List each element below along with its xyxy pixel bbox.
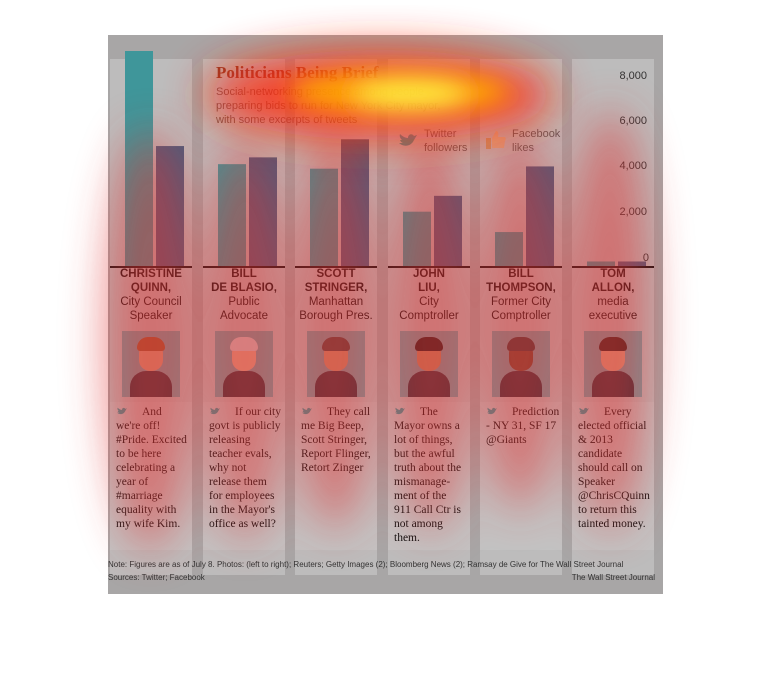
footer-sources: Sources: Twitter; Facebook	[108, 573, 205, 582]
politician-role: Manhattan Borough Pres.	[299, 296, 373, 322]
twitter-bar-1	[125, 51, 153, 266]
y-tick-label: 6,000	[619, 115, 647, 128]
bar-chart	[110, 51, 654, 268]
legend-twitter-label: Twitter followers	[424, 128, 468, 154]
politician-label-5: BILL THOMPSON, Former City Comptroller	[480, 267, 562, 323]
politician-label-2: BILL DE BLASIO, Public Advocate	[203, 267, 285, 323]
politician-label-4: JOHN LIU, City Comptroller	[388, 267, 470, 323]
y-tick-label: 2,000	[619, 205, 647, 218]
tweet-text: The Mayor owns a lot of things, but the …	[394, 406, 462, 544]
politician-role: media executive	[588, 296, 638, 322]
twitter-bar-4	[403, 211, 431, 266]
tweet-card-4: The Mayor owns a lot of things, but the …	[388, 402, 470, 550]
tweet-text: And we're off! #Pride. Excited to be her…	[116, 406, 187, 530]
politician-role: Former City Comptroller	[490, 296, 552, 322]
footer-note: Note: Figures are as of July 8. Photos: …	[108, 560, 624, 569]
tweet-card-6: Every elected official & 2013 candidate …	[572, 402, 654, 550]
politician-photo-2	[215, 331, 273, 397]
y-tick-label: 0	[642, 252, 649, 264]
politician-photo-3	[307, 331, 365, 397]
twitter-bar-6	[587, 261, 615, 266]
footer-credit: The Wall Street Journal	[571, 573, 655, 582]
tweet-card-5: Prediction - NY 31, SF 17 @Giants	[480, 402, 562, 550]
politician-name: TOM ALLON,	[591, 268, 635, 294]
politician-photo-1	[122, 331, 180, 397]
politician-name: BILL DE BLASIO,	[211, 268, 277, 294]
chart-subtitle: Social-networking presence among people …	[216, 86, 441, 126]
tweet-card-1: And we're off! #Pride. Excited to be her…	[110, 402, 192, 550]
tweet-text: Every elected official & 2013 candidate …	[578, 406, 650, 530]
y-tick-label: 8,000	[619, 69, 647, 82]
tweet-text: They call me Big Beep, Scott Stringer, R…	[301, 406, 371, 474]
legend-facebook-label: Facebook likes	[512, 128, 561, 154]
y-tick-label: 4,000	[619, 160, 647, 173]
facebook-bar-5	[526, 166, 554, 266]
politician-photo-5	[492, 331, 550, 397]
facebook-bar-1	[156, 146, 184, 266]
politician-name: BILL THOMPSON,	[486, 268, 556, 294]
facebook-like-icon	[486, 131, 506, 149]
twitter-bar-2	[218, 164, 246, 266]
tweet-card-2: If our city govt is publicly releasing t…	[203, 402, 285, 550]
politician-label-6: TOM ALLON, media executive	[572, 267, 654, 323]
facebook-bar-6	[618, 261, 646, 266]
politician-role: Public Advocate	[220, 296, 268, 322]
politician-role: City Comptroller	[399, 296, 459, 322]
politician-role: City Council Speaker	[120, 296, 182, 322]
facebook-bar-2	[249, 157, 277, 266]
tweet-text: Prediction - NY 31, SF 17 @Giants	[486, 406, 560, 446]
politician-name: CHRISTINE QUINN,	[120, 268, 182, 294]
politician-name: JOHN LIU,	[413, 268, 445, 294]
politician-label-1: CHRISTINE QUINN, City Council Speaker	[110, 267, 192, 323]
chart-title: Politicians Being Brief	[216, 63, 379, 82]
politician-name: SCOTT STRINGER,	[304, 268, 368, 294]
infographic: Politicians Being Brief Social-networkin…	[108, 35, 663, 594]
twitter-bird-icon	[399, 134, 417, 146]
twitter-bar-5	[495, 232, 523, 266]
politician-label-3: SCOTT STRINGER, Manhattan Borough Pres.	[295, 267, 377, 323]
tweet-card-3: They call me Big Beep, Scott Stringer, R…	[295, 402, 377, 550]
tweet-text: If our city govt is publicly releasing t…	[209, 406, 281, 530]
facebook-bar-4	[434, 195, 462, 266]
twitter-bar-3	[310, 168, 338, 266]
politician-photo-4	[400, 331, 458, 397]
facebook-bar-3	[341, 139, 369, 266]
politician-photo-6	[584, 331, 642, 397]
